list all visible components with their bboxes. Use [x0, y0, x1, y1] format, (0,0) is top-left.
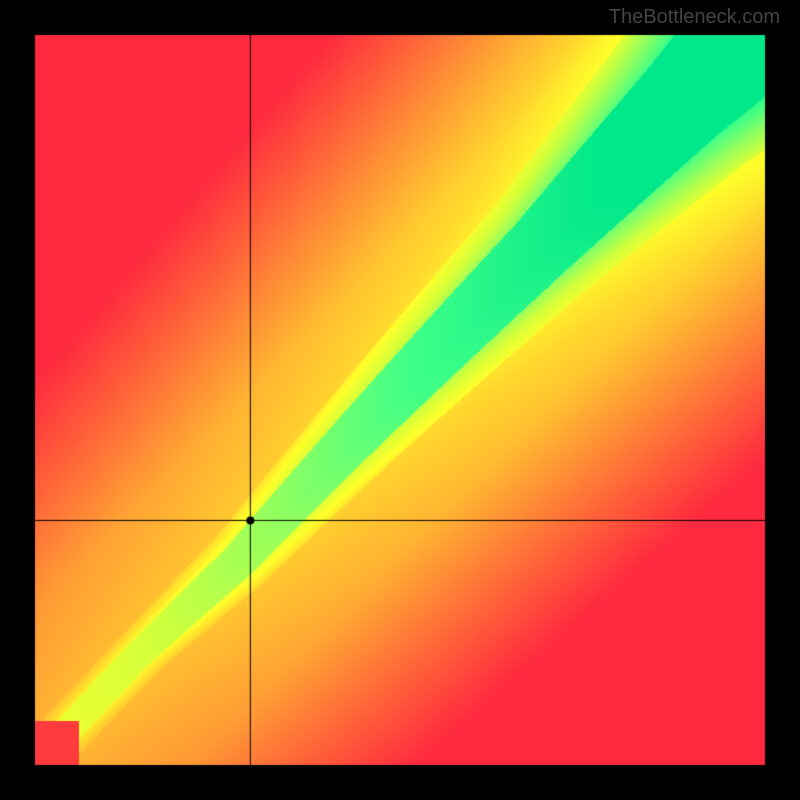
chart-container: TheBottleneck.com	[0, 0, 800, 800]
bottleneck-heatmap	[0, 0, 800, 800]
watermark-text: TheBottleneck.com	[609, 6, 780, 29]
